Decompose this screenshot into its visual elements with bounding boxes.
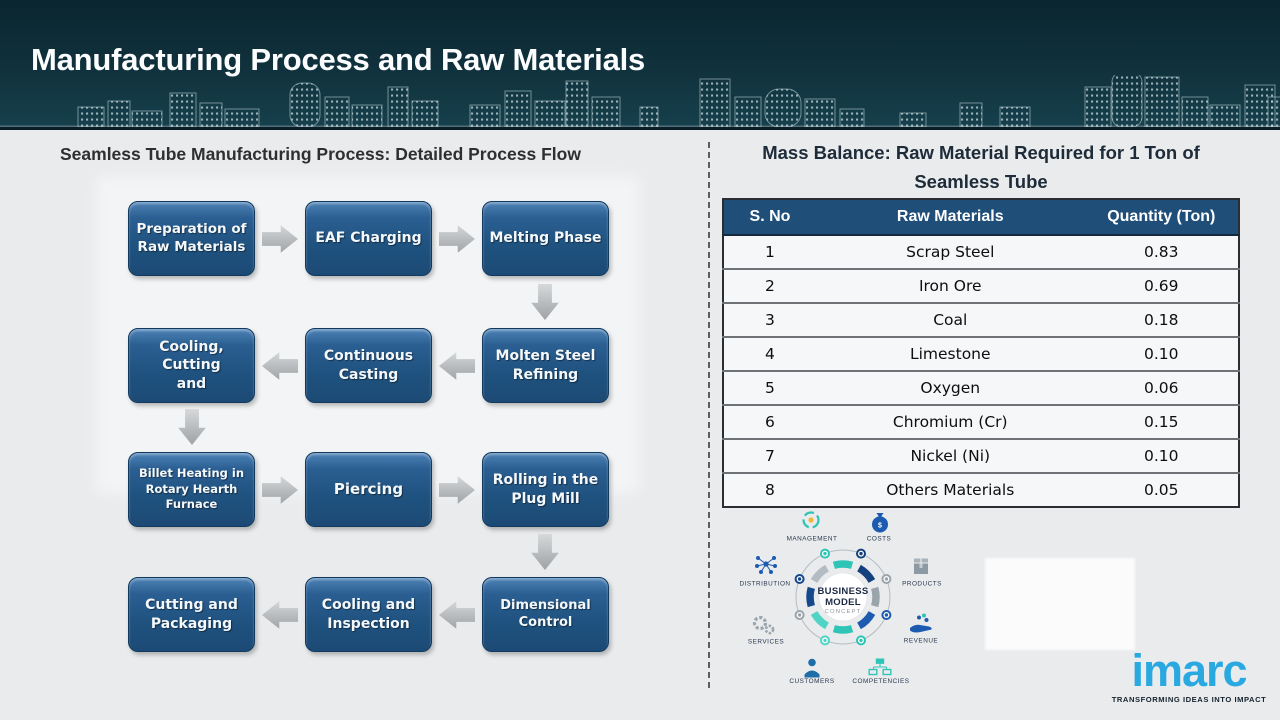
cell-quantity: 0.15 <box>1084 404 1239 439</box>
flow-box-melting-phase: Melting Phase <box>482 201 609 276</box>
cell-material: Nickel (Ni) <box>815 438 1085 473</box>
table-row: 6 Chromium (Cr) 0.15 <box>723 404 1239 439</box>
process-flow-heading: Seamless Tube Manufacturing Process: Det… <box>60 144 581 164</box>
imarc-logo-tagline: TRANSFORMING IDEAS INTO IMPACT <box>1111 694 1267 704</box>
flow-box-eaf-charging: EAF Charging <box>305 201 432 276</box>
diagram-label-competencies: COMPETENCIES <box>852 678 909 685</box>
ring-nodes <box>794 548 892 646</box>
diagram-label-revenue: REVENUE <box>904 638 938 645</box>
services-icon <box>752 615 775 635</box>
imarc-logo-wordmark: imarc <box>1131 645 1247 696</box>
outer-circle <box>795 549 891 645</box>
cell-sno: 7 <box>723 438 816 473</box>
center-line2: MODEL <box>825 597 861 608</box>
cell-material: Scrap Steel <box>815 234 1085 269</box>
cell-quantity: 0.18 <box>1084 302 1239 337</box>
white-watermark-block <box>985 558 1135 650</box>
svg-text:$: $ <box>878 523 882 530</box>
table-row: 4 Limestone 0.10 <box>723 336 1239 371</box>
flow-box-cooling-and-inspection: Cooling and Inspection <box>305 577 432 652</box>
revenue-icon <box>910 613 932 633</box>
cell-quantity: 0.10 <box>1084 438 1239 473</box>
flow-box-dimensional-control: Dimensional Control <box>482 577 609 652</box>
cell-material: Chromium (Cr) <box>815 404 1085 439</box>
business-model-diagram: BUSINESS MODEL CONCEPT $ <box>739 511 942 685</box>
table-row: 7 Nickel (Ni) 0.10 <box>723 438 1239 473</box>
cell-sno: 3 <box>723 302 816 337</box>
flow-box-cutting-and-packaging: Cutting and Packaging <box>128 577 255 652</box>
center-circle <box>818 572 868 622</box>
cell-quantity: 0.83 <box>1084 234 1239 269</box>
mass-balance-table: S. No Raw Materials Quantity (Ton) 1 Scra… <box>722 198 1240 508</box>
slide-header: Manufacturing Process and Raw Materials <box>0 0 1280 130</box>
diagram-label-products: PRODUCTS <box>902 581 942 588</box>
costs-icon: $ <box>872 513 888 533</box>
cell-sno: 5 <box>723 370 816 405</box>
table-row: 2 Iron Ore 0.69 <box>723 268 1239 303</box>
cell-material: Coal <box>815 302 1085 337</box>
flow-box-continuous-casting: Continuous Casting <box>305 328 432 403</box>
table-row: 3 Coal 0.18 <box>723 302 1239 337</box>
cell-sno: 2 <box>723 268 816 303</box>
distribution-icon <box>755 556 777 574</box>
customers-icon <box>804 658 820 678</box>
cell-sno: 6 <box>723 404 816 439</box>
cell-quantity: 0.10 <box>1084 336 1239 371</box>
city-skyline-graphic <box>0 75 1280 127</box>
table-header-row: S. No Raw Materials Quantity (Ton) <box>723 199 1239 236</box>
table-row: 5 Oxygen 0.06 <box>723 370 1239 405</box>
diagram-label-customers: CUSTOMERS <box>789 678 834 685</box>
ring-segments <box>806 560 880 634</box>
flow-box-preparation-of-raw-materials: Preparation of Raw Materials <box>128 201 255 276</box>
diagram-label-costs: COSTS <box>867 536 892 543</box>
diagram-label-services: SERVICES <box>748 639 784 646</box>
imarc-logo: imarc TRANSFORMING IDEAS INTO IMPACT <box>1104 645 1274 704</box>
cell-quantity: 0.06 <box>1084 370 1239 405</box>
flow-box-billet-heating: Billet Heating in Rotary Hearth Furnace <box>128 452 255 527</box>
cell-quantity: 0.05 <box>1084 472 1239 507</box>
mass-balance-title: Mass Balance: Raw Material Required for … <box>762 142 1200 192</box>
col-header-sno: S. No <box>723 199 816 236</box>
flow-box-rolling-plug-mill: Rolling in the Plug Mill <box>482 452 609 527</box>
flow-box-molten-steel-refining: Molten Steel Refining <box>482 328 609 403</box>
dashed-divider <box>708 142 710 688</box>
col-header-quantity: Quantity (Ton) <box>1084 199 1239 236</box>
flow-box-cooling-cutting-and: Cooling, Cutting and <box>128 328 255 403</box>
products-icon <box>914 558 928 574</box>
page-title: Manufacturing Process and Raw Materials <box>31 42 646 77</box>
diagram-label-management: MANAGEMENT <box>787 536 838 543</box>
arrow-left-icon <box>439 601 475 629</box>
cell-material: Others Materials <box>815 472 1085 507</box>
cell-material: Oxygen <box>815 370 1085 405</box>
cell-quantity: 0.69 <box>1084 268 1239 303</box>
cell-material: Iron Ore <box>815 268 1085 303</box>
col-header-raw-materials: Raw Materials <box>815 199 1085 236</box>
management-icon <box>802 511 820 529</box>
arrow-down-icon <box>531 534 559 570</box>
diagram-label-distribution: DISTRIBUTION <box>739 581 790 588</box>
cell-material: Limestone <box>815 336 1085 371</box>
table-row: 8 Others Materials 0.05 <box>723 472 1239 507</box>
cell-sno: 4 <box>723 336 816 371</box>
flow-box-piercing: Piercing <box>305 452 432 527</box>
competencies-icon <box>868 658 892 676</box>
center-line3: CONCEPT <box>825 609 862 615</box>
cell-sno: 8 <box>723 472 816 507</box>
center-line1: BUSINESS <box>818 586 869 597</box>
table-row: 1 Scrap Steel 0.83 <box>723 234 1239 269</box>
arrow-left-icon <box>262 601 298 629</box>
cell-sno: 1 <box>723 234 816 269</box>
